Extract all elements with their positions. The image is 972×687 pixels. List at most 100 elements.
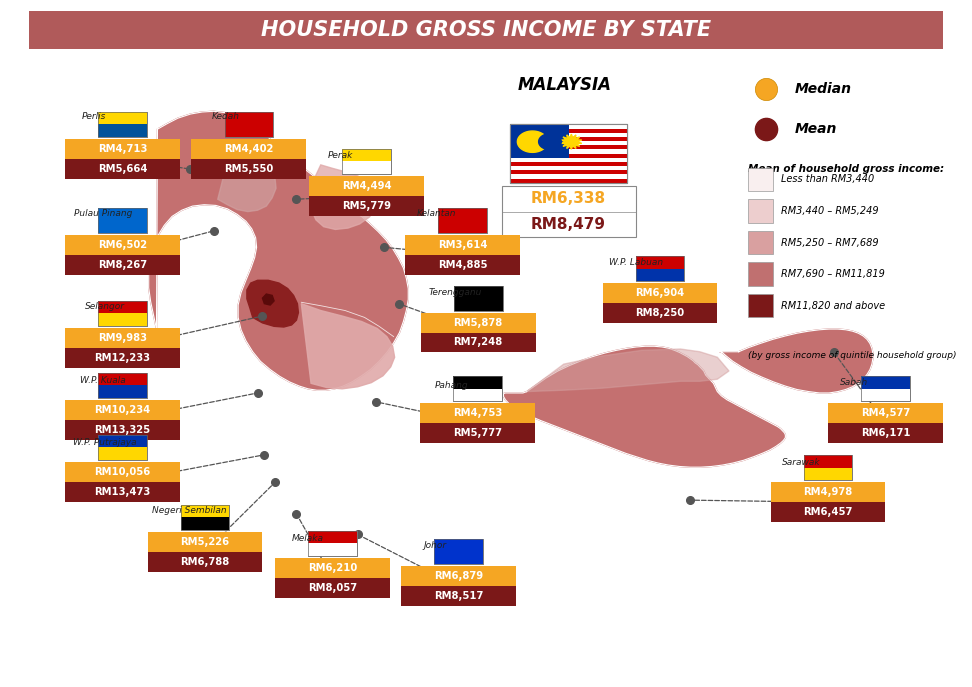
Text: RM7,248: RM7,248	[454, 337, 503, 348]
Polygon shape	[503, 346, 785, 467]
FancyBboxPatch shape	[636, 269, 684, 281]
FancyBboxPatch shape	[453, 389, 502, 401]
FancyBboxPatch shape	[510, 153, 627, 158]
FancyBboxPatch shape	[181, 517, 229, 530]
FancyBboxPatch shape	[65, 255, 180, 275]
Text: RM4,753: RM4,753	[453, 408, 502, 418]
Text: RM9,983: RM9,983	[98, 333, 147, 343]
FancyBboxPatch shape	[98, 112, 147, 137]
Text: RM8,267: RM8,267	[98, 260, 147, 270]
Polygon shape	[527, 349, 729, 392]
FancyBboxPatch shape	[510, 137, 627, 141]
Text: Melaka: Melaka	[293, 534, 324, 543]
Text: W.P. Putrajaya: W.P. Putrajaya	[73, 438, 137, 447]
FancyBboxPatch shape	[434, 539, 483, 564]
Polygon shape	[301, 304, 395, 389]
Text: RM5,550: RM5,550	[225, 164, 273, 174]
FancyBboxPatch shape	[438, 208, 487, 233]
FancyBboxPatch shape	[225, 112, 273, 137]
FancyBboxPatch shape	[510, 124, 627, 128]
FancyBboxPatch shape	[65, 139, 180, 159]
FancyBboxPatch shape	[510, 174, 627, 179]
FancyBboxPatch shape	[510, 145, 627, 149]
Text: RM5,664: RM5,664	[98, 164, 147, 174]
Text: RM13,473: RM13,473	[94, 486, 151, 497]
Text: Mean of household gross income:: Mean of household gross income:	[748, 164, 945, 174]
Text: RM4,978: RM4,978	[804, 487, 852, 497]
Text: Kelantan: Kelantan	[417, 210, 456, 218]
Text: RM5,250 – RM7,689: RM5,250 – RM7,689	[781, 238, 879, 247]
Text: RM3,614: RM3,614	[438, 240, 487, 250]
FancyBboxPatch shape	[510, 124, 627, 183]
FancyBboxPatch shape	[342, 149, 391, 174]
Text: RM6,457: RM6,457	[804, 507, 852, 517]
FancyBboxPatch shape	[771, 482, 885, 502]
FancyBboxPatch shape	[434, 539, 483, 564]
Text: RM4,577: RM4,577	[861, 408, 910, 418]
FancyBboxPatch shape	[98, 301, 147, 313]
Polygon shape	[719, 329, 873, 393]
FancyBboxPatch shape	[861, 376, 910, 401]
Text: RM7,690 – RM11,819: RM7,690 – RM11,819	[781, 269, 885, 279]
Text: W.P. Labuan: W.P. Labuan	[608, 258, 663, 267]
FancyBboxPatch shape	[148, 552, 262, 572]
FancyBboxPatch shape	[275, 578, 390, 598]
FancyBboxPatch shape	[510, 141, 627, 145]
Text: RM6,879: RM6,879	[434, 571, 483, 581]
Polygon shape	[218, 161, 276, 212]
FancyBboxPatch shape	[308, 543, 357, 556]
Text: RM3,440 – RM5,249: RM3,440 – RM5,249	[781, 206, 879, 216]
Text: Selangor: Selangor	[85, 302, 125, 311]
Text: Johor: Johor	[424, 541, 447, 550]
FancyBboxPatch shape	[828, 403, 943, 423]
FancyBboxPatch shape	[748, 168, 773, 191]
Text: RM4,713: RM4,713	[98, 144, 147, 154]
FancyBboxPatch shape	[405, 235, 520, 255]
FancyBboxPatch shape	[98, 124, 147, 137]
Text: RM6,210: RM6,210	[308, 563, 357, 573]
FancyBboxPatch shape	[421, 313, 536, 333]
Text: MALAYSIA: MALAYSIA	[518, 76, 611, 94]
FancyBboxPatch shape	[181, 505, 229, 517]
Text: RM10,234: RM10,234	[94, 405, 151, 415]
FancyBboxPatch shape	[454, 286, 503, 311]
FancyBboxPatch shape	[510, 162, 627, 166]
FancyBboxPatch shape	[98, 208, 147, 233]
FancyBboxPatch shape	[401, 586, 516, 606]
Text: Terengganu: Terengganu	[429, 289, 481, 297]
FancyBboxPatch shape	[65, 159, 180, 179]
Polygon shape	[561, 134, 582, 149]
Text: W.P. Kuala: W.P. Kuala	[80, 376, 126, 385]
Polygon shape	[149, 111, 408, 390]
Polygon shape	[538, 134, 561, 150]
FancyBboxPatch shape	[342, 149, 391, 161]
Text: RM8,250: RM8,250	[636, 308, 684, 318]
FancyBboxPatch shape	[98, 385, 147, 398]
Text: RM6,502: RM6,502	[98, 240, 147, 250]
Text: RM5,779: RM5,779	[342, 201, 391, 211]
FancyBboxPatch shape	[225, 112, 273, 137]
Text: RM6,338: RM6,338	[531, 192, 607, 206]
Text: RM11,820 and above: RM11,820 and above	[781, 301, 885, 311]
Text: Mean: Mean	[795, 122, 838, 136]
Text: Perlis: Perlis	[82, 112, 107, 121]
Text: RM8,479: RM8,479	[531, 217, 607, 232]
FancyBboxPatch shape	[502, 186, 636, 237]
FancyBboxPatch shape	[636, 256, 684, 269]
FancyBboxPatch shape	[65, 235, 180, 255]
FancyBboxPatch shape	[510, 128, 627, 133]
FancyBboxPatch shape	[191, 139, 306, 159]
FancyBboxPatch shape	[98, 373, 147, 398]
Text: Kedah: Kedah	[212, 112, 239, 121]
FancyBboxPatch shape	[308, 531, 357, 556]
FancyBboxPatch shape	[748, 231, 773, 254]
Text: Sarawak: Sarawak	[781, 458, 820, 467]
Polygon shape	[666, 305, 675, 316]
Text: RM12,233: RM12,233	[94, 352, 151, 363]
FancyBboxPatch shape	[98, 112, 147, 124]
Text: RM4,494: RM4,494	[341, 181, 392, 191]
FancyBboxPatch shape	[191, 159, 306, 179]
FancyBboxPatch shape	[65, 400, 180, 420]
FancyBboxPatch shape	[748, 262, 773, 286]
FancyBboxPatch shape	[98, 208, 147, 233]
